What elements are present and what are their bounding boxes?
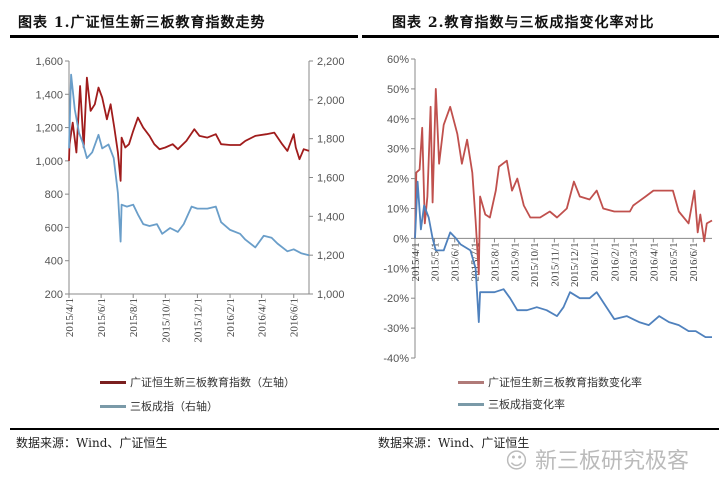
chart1-series-0-line — [68, 76, 310, 182]
y-tick-label: 400 — [45, 256, 63, 268]
x-tick-label: 2015/4/1 — [410, 242, 422, 281]
y-right-tick-label: 1,400 — [317, 211, 345, 223]
y-tick-label: 1,600 — [35, 56, 63, 68]
watermark-text: 新三板研究极客 — [534, 449, 689, 474]
y-right-tick-label: 1,200 — [317, 250, 345, 262]
x-tick-label: 2015/12/1 — [569, 242, 581, 287]
x-tick-label: 2015/9/1 — [510, 242, 522, 281]
source-right: 数据来源：Wind、广证恒生 — [378, 436, 530, 450]
y-tick-label: 200 — [45, 289, 63, 301]
chart1-title-rule — [10, 35, 358, 38]
x-tick-label: 2016/4/1 — [257, 298, 269, 337]
x-tick-label: 2015/5/1 — [430, 242, 442, 281]
x-tick-label: 2016/3/1 — [628, 242, 640, 281]
x-tick-label: 2015/4/1 — [64, 298, 76, 337]
chart2-title: 图表 2.教育指数与三板成指变化率对比 — [392, 15, 655, 31]
x-tick-label: 2015/11/1 — [549, 242, 561, 286]
x-tick-label: 2015/6/1 — [96, 298, 108, 337]
source-left: 数据来源：Wind、广证恒生 — [16, 436, 168, 450]
y-tick-label: -10% — [383, 263, 409, 275]
legend-item-neeq-index: 三板成指（右轴） — [100, 398, 218, 414]
x-tick-label: 2015/8/1 — [489, 242, 501, 281]
y-tick-label: 20% — [387, 174, 409, 186]
x-tick-label: 2015/10/1 — [529, 242, 541, 287]
x-tick-label: 2015/6/1 — [450, 242, 462, 281]
y-right-tick-label: 2,000 — [317, 95, 345, 107]
x-tick-label: 2016/2/1 — [225, 298, 237, 337]
y-tick-label: 1,200 — [35, 123, 63, 135]
y-tick-label: 50% — [387, 84, 409, 96]
chart2-series-1-line — [414, 180, 712, 339]
legend-label: 广证恒生新三板教育指数变化率 — [488, 376, 642, 389]
y-tick-label: 60% — [387, 54, 409, 66]
y-tick-label: 1,000 — [35, 156, 63, 168]
y-right-tick-label: 2,200 — [317, 56, 345, 68]
y-tick-label: 1,400 — [35, 89, 63, 101]
chart1-series-1-line — [68, 73, 310, 257]
chart2-title-rule — [362, 35, 719, 38]
x-tick-label: 2016/4/1 — [648, 242, 660, 281]
chart1-title: 图表 1.广证恒生新三板教育指数走势 — [18, 15, 266, 31]
x-tick-label: 2016/2/1 — [609, 242, 621, 281]
y-tick-label: 40% — [387, 114, 409, 126]
legend-swatch — [458, 402, 484, 406]
legend-label: 三板成指变化率 — [488, 398, 565, 411]
y-tick-label: -40% — [383, 353, 409, 365]
watermark: ☺ 新三板研究极客 — [505, 443, 689, 475]
legend-item-edu-change: 广证恒生新三板教育指数变化率 — [458, 374, 642, 390]
legend-swatch — [458, 380, 484, 384]
wechat-icon: ☺ — [505, 449, 528, 474]
x-tick-label: 2016/1/1 — [589, 242, 601, 281]
legend-swatch — [100, 404, 126, 408]
footer-rule — [10, 428, 719, 430]
chart2-series-0-line — [414, 88, 713, 276]
x-tick-label: 2016/6/1 — [289, 298, 301, 337]
y-tick-label: 0% — [393, 233, 409, 245]
legend-label: 三板成指（右轴） — [130, 400, 218, 413]
y-tick-label: -20% — [383, 293, 409, 305]
x-tick-label: 2016/5/1 — [668, 242, 680, 281]
y-right-tick-label: 1,600 — [317, 173, 345, 185]
y-right-tick-label: 1,800 — [317, 134, 345, 146]
x-tick-label: 2016/6/1 — [688, 242, 700, 281]
legend-swatch — [100, 380, 126, 384]
y-tick-label: -30% — [383, 323, 409, 335]
legend-item-neeq-change: 三板成指变化率 — [458, 396, 565, 412]
legend-item-edu-index: 广证恒生新三板教育指数（左轴） — [100, 374, 295, 390]
x-tick-label: 2015/10/1 — [160, 298, 172, 343]
y-tick-label: 30% — [387, 144, 409, 156]
legend-label: 广证恒生新三板教育指数（左轴） — [130, 376, 295, 389]
x-tick-label: 2015/8/1 — [128, 298, 140, 337]
x-tick-label: 2015/12/1 — [192, 298, 204, 343]
y-tick-label: 600 — [45, 222, 63, 234]
y-tick-label: 10% — [387, 204, 409, 216]
y-right-tick-label: 1,000 — [317, 289, 345, 301]
y-tick-label: 800 — [45, 189, 63, 201]
